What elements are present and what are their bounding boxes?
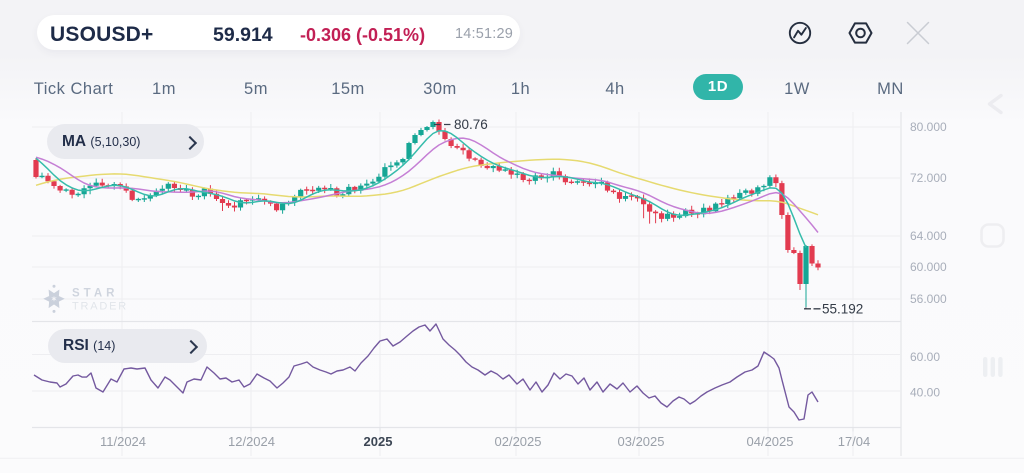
svg-text:03/2025: 03/2025: [618, 434, 665, 449]
svg-text:64.000: 64.000: [910, 229, 947, 243]
svg-text:56.000: 56.000: [910, 292, 947, 306]
svg-text:11/2024: 11/2024: [100, 434, 146, 449]
svg-text:80.000: 80.000: [910, 120, 947, 134]
svg-text:TRADER: TRADER: [72, 301, 128, 313]
svg-text:40.00: 40.00: [910, 386, 940, 400]
svg-text:72.000: 72.000: [910, 171, 947, 185]
svg-text:60.00: 60.00: [910, 350, 940, 364]
svg-text:12/2024: 12/2024: [228, 434, 275, 449]
svg-text:60.000: 60.000: [910, 260, 947, 274]
svg-text:2025: 2025: [364, 434, 393, 449]
svg-text:55.192: 55.192: [822, 302, 863, 317]
svg-text:02/2025: 02/2025: [495, 434, 542, 449]
svg-text:17/04: 17/04: [838, 434, 871, 449]
svg-text:STAR: STAR: [72, 288, 118, 300]
svg-text:04/2025: 04/2025: [747, 434, 794, 449]
svg-text:80.76: 80.76: [454, 117, 488, 132]
